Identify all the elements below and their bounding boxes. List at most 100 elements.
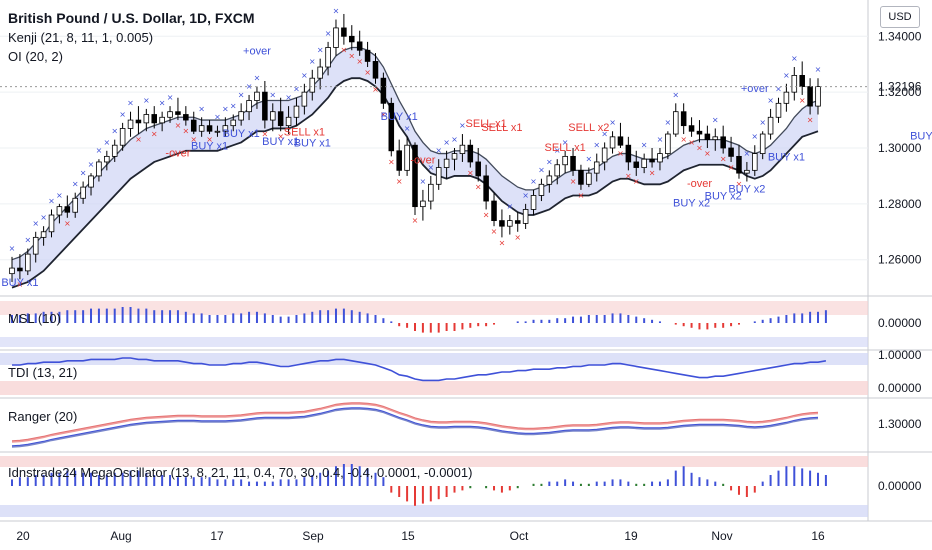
signal-mark: × — [578, 191, 585, 200]
signal-mark: × — [538, 166, 545, 175]
signal-mark: × — [396, 177, 403, 186]
candle-body — [443, 158, 450, 168]
signal-label: -over — [165, 147, 190, 159]
candle-body — [104, 155, 110, 163]
signal-mark: × — [696, 143, 703, 152]
signal-mark: × — [159, 99, 166, 108]
candle-body — [491, 200, 497, 222]
candle-body — [372, 61, 379, 79]
candle-body — [680, 111, 687, 127]
signal-label: +over — [741, 83, 769, 95]
candle-body — [807, 86, 813, 107]
candle-body — [111, 144, 118, 157]
candle-body — [530, 195, 537, 210]
signal-mark: × — [88, 160, 95, 169]
signal-mark: × — [167, 93, 174, 102]
signal-mark: × — [744, 149, 751, 158]
candle-body — [451, 153, 458, 160]
signal-mark: × — [562, 138, 569, 147]
signal-mark: × — [767, 96, 774, 105]
candle-body — [143, 114, 150, 124]
mega-pane-label: Idnstrade24 MegaOscillator (13, 8, 21, 1… — [8, 465, 473, 480]
candle-body — [293, 105, 300, 118]
signal-mark: × — [736, 180, 743, 189]
signal-mark: × — [443, 138, 450, 147]
msl-pane-label: MSL (10) — [8, 311, 61, 326]
signal-mark: × — [72, 180, 79, 189]
signal-mark: × — [807, 115, 814, 124]
msl-tick-label: 0.00000 — [878, 316, 922, 330]
candle-body — [198, 125, 205, 132]
signal-mark: × — [364, 68, 371, 77]
candle-body — [167, 111, 173, 118]
signal-mark: × — [135, 135, 142, 144]
signal-mark: × — [119, 110, 126, 119]
symbol-title: British Pound / U.S. Dollar, 1D, FXCM — [8, 10, 255, 26]
signal-mark: × — [222, 104, 229, 113]
signal-mark: × — [554, 146, 561, 155]
candle-body — [459, 144, 466, 154]
signal-mark: × — [80, 169, 87, 178]
band-fill — [12, 47, 818, 288]
signal-mark: × — [427, 163, 434, 172]
candle-body — [641, 158, 647, 168]
candle-body — [285, 116, 292, 127]
signal-mark: × — [293, 85, 300, 94]
signal-mark: × — [372, 85, 379, 94]
signal-mark: × — [601, 129, 608, 138]
signal-mark: × — [759, 118, 766, 127]
signal-label: -over — [687, 178, 712, 190]
candle-body — [412, 144, 418, 208]
indicator-kenji-label: Kenji (21, 8, 11, 1, 0.005) — [8, 30, 154, 45]
signal-mark: × — [672, 90, 679, 99]
signal-label: BUY x2 — [673, 198, 710, 210]
candle-body — [586, 172, 592, 185]
signal-mark: × — [799, 96, 806, 105]
candle-body — [428, 183, 434, 202]
signal-mark: × — [317, 46, 324, 55]
signal-label: SELL x1 — [466, 118, 507, 130]
signal-mark: × — [40, 213, 47, 222]
signal-mark: × — [522, 191, 529, 200]
candle-body — [649, 158, 655, 163]
candle-body — [40, 231, 47, 238]
signal-label: BUY x1 — [262, 136, 299, 148]
signal-mark: × — [783, 71, 790, 80]
signal-mark: × — [190, 135, 197, 144]
signal-mark: × — [420, 177, 427, 186]
signal-mark: × — [325, 29, 332, 38]
candle-body — [214, 130, 221, 133]
signal-mark: × — [688, 138, 695, 147]
price-tick-label: 1.32000 — [878, 85, 922, 99]
signal-mark: × — [262, 129, 269, 138]
candle-body — [554, 164, 561, 177]
signal-mark: × — [791, 54, 798, 63]
tdi-tick-label: 1.00000 — [878, 348, 922, 362]
tdi-pane-label: TDI (13, 21) — [8, 365, 78, 380]
signal-mark: × — [348, 51, 355, 60]
signal-label: -over — [410, 154, 435, 166]
signal-mark: × — [641, 141, 648, 150]
signal-mark: × — [24, 236, 31, 245]
signal-mark: × — [530, 177, 537, 186]
price-tick-label: 1.26000 — [878, 253, 922, 267]
candle-body — [380, 77, 387, 104]
candle-body — [744, 169, 750, 174]
candle-body — [80, 186, 86, 199]
candle-body — [88, 175, 94, 188]
candle-body — [349, 35, 355, 43]
signal-mark: × — [206, 135, 213, 144]
signal-mark: × — [254, 74, 261, 83]
candle-body — [190, 119, 197, 132]
candle-body — [404, 144, 410, 171]
signal-mark: × — [712, 115, 719, 124]
candle-body — [720, 136, 726, 149]
currency-button[interactable]: USD — [880, 6, 920, 28]
tdi-upper-zone — [0, 353, 868, 365]
signal-mark: × — [775, 85, 782, 94]
candle-body — [791, 74, 798, 93]
candle-body — [633, 161, 640, 168]
signal-mark: × — [32, 219, 39, 228]
candle-body — [317, 66, 323, 79]
candle-body — [672, 111, 679, 135]
